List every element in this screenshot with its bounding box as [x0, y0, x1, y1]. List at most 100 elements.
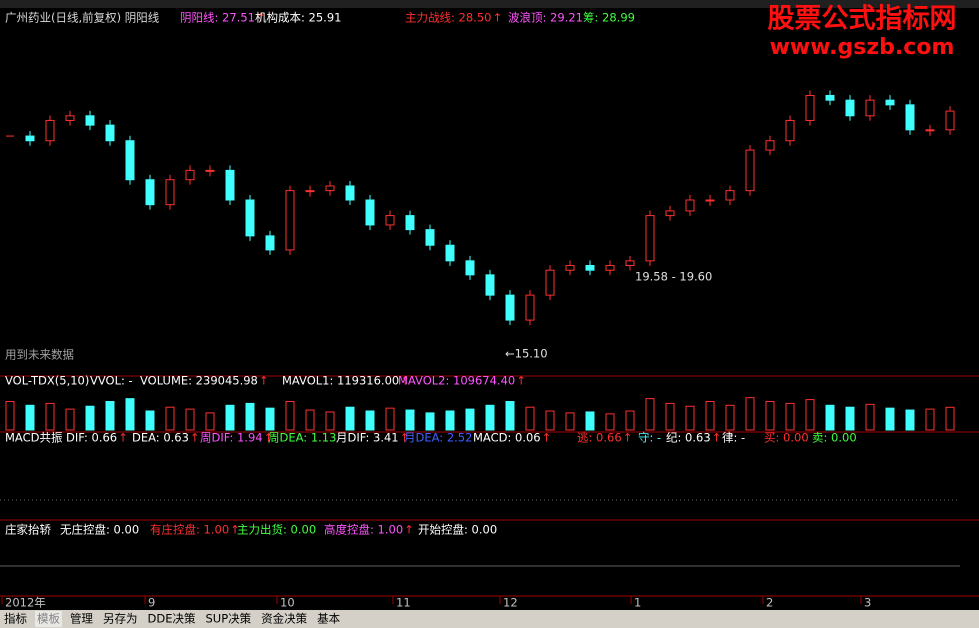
up-arrow: ↑ [264, 431, 274, 445]
tab-bar [0, 610, 979, 628]
candle [165, 179, 175, 206]
date-label: 12 [503, 596, 518, 610]
volume-bar [925, 408, 935, 431]
tab[interactable]: 资金决策 [261, 612, 307, 626]
candle [405, 215, 415, 231]
candle [905, 104, 915, 131]
date-label: 9 [148, 596, 155, 610]
volume-bar [645, 398, 655, 431]
header-item: 守: - [638, 431, 661, 445]
volume-bar [245, 402, 255, 431]
up-arrow: ↑ [542, 431, 552, 445]
candle [465, 260, 475, 276]
volume-bar [65, 408, 75, 431]
header-item: 高度控盘: 1.00 [324, 523, 403, 537]
tab[interactable]: 管理 [70, 612, 93, 626]
header-item: 主力出货: 0.00 [237, 523, 316, 537]
volume-bar [165, 406, 175, 431]
date-label: 2012年 [5, 596, 46, 610]
note: 用到未来数据 [5, 348, 74, 362]
header-item: MACD共振 [5, 431, 63, 445]
volume-bar [765, 401, 775, 431]
candle [505, 294, 515, 321]
volume-bar [665, 402, 675, 431]
candle [145, 179, 155, 206]
candle [185, 169, 195, 181]
candle [945, 110, 955, 131]
candle [305, 190, 315, 193]
watermark-title: 股票公式指标网 [768, 4, 957, 35]
candle [745, 149, 755, 192]
candle [725, 190, 735, 201]
candle [445, 244, 455, 262]
up-arrow: ↑ [404, 523, 414, 537]
top-bar [0, 0, 979, 8]
header-item: 筹: 28.99 [583, 11, 635, 25]
volume-bar [365, 410, 375, 431]
volume-bar [185, 408, 195, 431]
volume-bar [405, 409, 415, 431]
volume-bar [25, 404, 35, 431]
up-arrow: ↑ [259, 374, 269, 388]
header-item: MAVOL1: 119316.00 [282, 374, 399, 388]
header-item: 有庄控盘: 1.00 [150, 523, 229, 537]
candle [285, 190, 295, 251]
tab[interactable]: 另存为 [103, 612, 138, 626]
candle [325, 185, 335, 192]
volume-bar [465, 408, 475, 431]
candle [825, 95, 835, 101]
volume-bar [305, 409, 315, 431]
volume-bar [145, 410, 155, 431]
candle [105, 124, 115, 142]
header-item: VVOL: - [90, 374, 133, 388]
volume-bar [945, 406, 955, 431]
volume-bar [265, 407, 275, 431]
volume-bar [585, 411, 595, 431]
candle [645, 215, 655, 262]
volume-bar [885, 407, 895, 431]
candle [605, 265, 615, 271]
candle [805, 95, 815, 121]
volume-bar [685, 405, 695, 431]
volume-bar [285, 401, 295, 431]
volume-bar [505, 401, 515, 431]
header-item: MAVOL2: 109674.40 [398, 374, 515, 388]
candle [925, 129, 935, 132]
up-arrow: ↑ [400, 431, 410, 445]
header-item: DIF: 0.66 [66, 431, 117, 445]
volume-bar [865, 403, 875, 431]
volume-bar [105, 401, 115, 431]
tab[interactable]: 指标 [4, 612, 27, 626]
header-item: 周DEA: 1.13 [268, 431, 336, 445]
volume-bar [805, 399, 815, 431]
header-item: 月DIF: 3.41 [336, 431, 399, 445]
up-arrow: ↑ [623, 431, 633, 445]
header-item: 周DIF: 1.94 [200, 431, 263, 445]
volume-bar [905, 409, 915, 431]
candle [705, 199, 715, 202]
candle [225, 169, 235, 201]
volume-bar [225, 404, 235, 431]
candle [65, 115, 75, 121]
range-label: 19.58 - 19.60 [635, 270, 712, 284]
header-item: 无庄控盘: 0.00 [60, 523, 139, 537]
volume-bar [345, 406, 355, 431]
header-item: DEA: 0.63 [132, 431, 189, 445]
volume-bar [565, 412, 575, 431]
up-arrow: ↑ [400, 374, 410, 388]
date-label: 10 [280, 596, 295, 610]
candle [865, 99, 875, 117]
volume-bar [625, 410, 635, 431]
candle [125, 140, 135, 181]
tab[interactable]: 基本 [317, 612, 340, 626]
header-item: VOL-TDX(5,10) [5, 374, 89, 388]
candle [785, 119, 795, 142]
volume-bar [605, 413, 615, 431]
volume-bar [125, 398, 135, 431]
tab[interactable]: DDE决策 [148, 612, 196, 626]
candle [85, 115, 95, 126]
header-item: 买: 0.00 [764, 431, 809, 445]
tab[interactable]: SUP决策 [205, 612, 251, 626]
candle [425, 229, 435, 246]
